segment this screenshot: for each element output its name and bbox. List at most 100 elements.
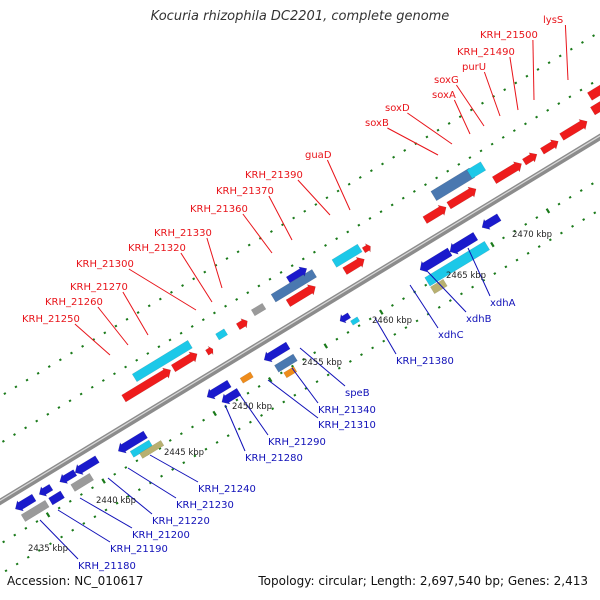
ruler-tick <box>92 338 96 341</box>
ruler-tick <box>269 230 273 233</box>
ruler-tick <box>412 189 416 193</box>
ruler-tick <box>115 501 119 505</box>
ruler-tick <box>535 115 539 119</box>
ruler-tick <box>169 290 173 294</box>
label-leader <box>297 179 331 216</box>
ruler-tick <box>524 122 527 126</box>
bottom-gene-label: speB <box>345 388 370 399</box>
label-leader <box>483 71 501 117</box>
ruler-tick <box>212 410 217 417</box>
ruler-tick <box>235 298 239 301</box>
ruler-tick <box>390 203 394 207</box>
bottom-gene-label: KRH_21340 <box>318 405 376 416</box>
scale-label: 2465 kbp <box>446 271 486 281</box>
ruler-tick <box>70 351 73 355</box>
gene-feature <box>446 186 477 210</box>
ruler-tick <box>47 365 51 369</box>
accession-text: Accession: NC_010617 <box>7 574 144 588</box>
ruler-tick <box>457 162 461 166</box>
ruler-tick <box>93 515 97 519</box>
label-leader <box>149 454 199 483</box>
gene-feature <box>466 161 487 179</box>
ruler-tick <box>401 196 405 200</box>
ruler-tick <box>113 372 116 376</box>
ruler-tick <box>415 319 419 323</box>
gene-feature <box>270 269 318 303</box>
ruler-tick <box>279 371 283 375</box>
ruler-tick <box>404 326 408 330</box>
top-gene-label: KRH_21250 <box>22 314 80 325</box>
ruler-tick <box>369 169 373 173</box>
ruler-tick <box>358 176 362 179</box>
ruler-tick <box>559 231 563 235</box>
ruler-tick <box>424 183 427 187</box>
ruler-tick <box>246 391 250 395</box>
ruler-tick <box>379 210 383 214</box>
ruler-tick <box>237 427 241 431</box>
gene-feature <box>170 351 198 373</box>
gene-feature <box>221 387 242 405</box>
ruler-tick <box>546 108 550 112</box>
ruler-tick <box>281 223 284 227</box>
ruler-tick <box>4 569 8 573</box>
top-gene-label: KRH_21320 <box>128 243 186 254</box>
gene-feature <box>331 243 363 268</box>
label-leader <box>299 347 346 387</box>
gene-feature <box>59 469 78 484</box>
ruler-tick <box>557 202 561 206</box>
ruler-tick <box>436 128 440 132</box>
gene-feature <box>559 119 588 141</box>
ruler-tick <box>347 182 351 186</box>
ruler-tick <box>579 189 583 193</box>
ruler-tick <box>260 413 263 417</box>
scale-label: 2450 kbp <box>232 402 272 412</box>
label-leader <box>387 127 439 156</box>
ruler-tick <box>357 223 361 227</box>
ruler-tick <box>49 542 52 546</box>
ruler-tick <box>302 358 306 361</box>
ruler-tick <box>402 297 405 301</box>
ruler-tick <box>215 441 219 444</box>
ruler-tick <box>493 272 497 276</box>
ruler-tick <box>569 47 573 51</box>
gene-feature <box>20 499 50 522</box>
gene-feature <box>285 284 316 308</box>
label-leader <box>97 306 129 346</box>
ruler-tick <box>68 499 72 503</box>
gene-feature <box>235 318 248 331</box>
ruler-tick <box>60 535 64 539</box>
ruler-tick <box>193 454 197 458</box>
ruler-tick <box>179 331 183 335</box>
ruler-tick <box>502 236 505 240</box>
ruler-tick <box>446 169 450 173</box>
bottom-gene-label: KRH_21180 <box>78 561 136 572</box>
top-gene-label: KRH_21370 <box>216 186 274 197</box>
gene-feature <box>481 213 502 230</box>
ruler-tick <box>590 81 594 85</box>
ruler-tick <box>204 447 208 451</box>
ruler-tick <box>448 299 452 303</box>
gene-feature <box>263 341 291 363</box>
ruler-tick <box>168 439 172 442</box>
ruler-tick <box>490 142 494 146</box>
ruler-tick <box>35 419 39 423</box>
ruler-tick <box>593 211 597 215</box>
ruler-tick <box>381 162 384 166</box>
ruler-tick <box>13 533 17 537</box>
ruler-tick <box>191 425 194 429</box>
gene-feature <box>342 256 365 275</box>
top-gene-label: guaD <box>305 150 332 161</box>
ruler-tick <box>24 526 28 530</box>
top-gene-label: KRH_21300 <box>76 259 134 270</box>
ruler-tick <box>104 508 108 512</box>
ruler-tick <box>224 304 228 308</box>
top-gene-label: soxG <box>434 75 459 86</box>
ruler-tick <box>79 392 83 396</box>
ruler-tick <box>315 380 319 384</box>
ruler-tick <box>526 251 530 255</box>
gene-feature <box>48 490 65 506</box>
ruler-tick <box>68 399 72 403</box>
topology-summary: Topology: circular; Length: 2,697,540 bp… <box>258 574 588 588</box>
label-leader <box>74 323 111 356</box>
ruler-tick <box>582 218 586 221</box>
